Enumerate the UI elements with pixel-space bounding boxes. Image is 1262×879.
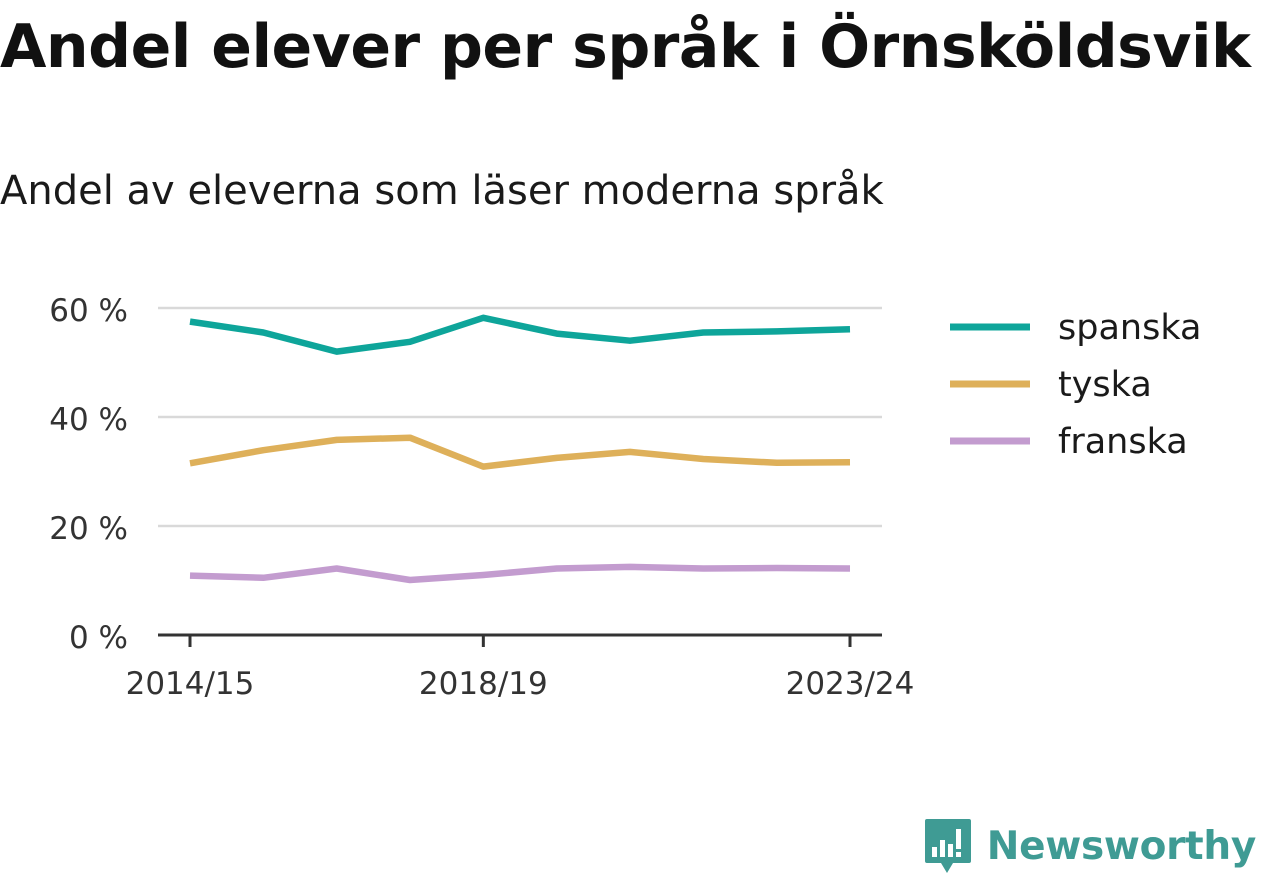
newsworthy-brand: Newsworthy xyxy=(923,817,1256,875)
series-layer xyxy=(189,314,851,584)
axis-layer: 0 % 20 % 40 % 60 % 2014/15 2018/19 2023/24 xyxy=(49,293,914,702)
legend-label-spanska: spanska xyxy=(1058,308,1201,348)
brand-name: Newsworthy xyxy=(986,823,1257,869)
legend: spanska tyska franska xyxy=(950,308,1201,462)
series-line-tyska xyxy=(189,434,851,470)
x-tick-label: 2014/15 xyxy=(126,666,255,702)
x-tick-label: 2023/24 xyxy=(786,666,915,702)
chart-title: Andel elever per språk i Örnsköldsvik xyxy=(0,12,1251,82)
x-tick-label: 2018/19 xyxy=(419,666,548,702)
chart-subtitle: Andel av eleverna som läser moderna språ… xyxy=(0,168,884,214)
y-tick-label: 40 % xyxy=(49,402,128,438)
series-line-franska xyxy=(189,563,851,584)
grid-layer xyxy=(158,306,882,528)
y-tick-label: 0 % xyxy=(69,620,128,656)
newsworthy-logo-icon xyxy=(924,819,971,873)
y-tick-label: 20 % xyxy=(49,511,128,547)
legend-label-franska: franska xyxy=(1058,422,1188,462)
y-tick-label: 60 % xyxy=(49,293,128,329)
series-line-spanska xyxy=(189,314,851,355)
legend-label-tyska: tyska xyxy=(1058,365,1152,405)
